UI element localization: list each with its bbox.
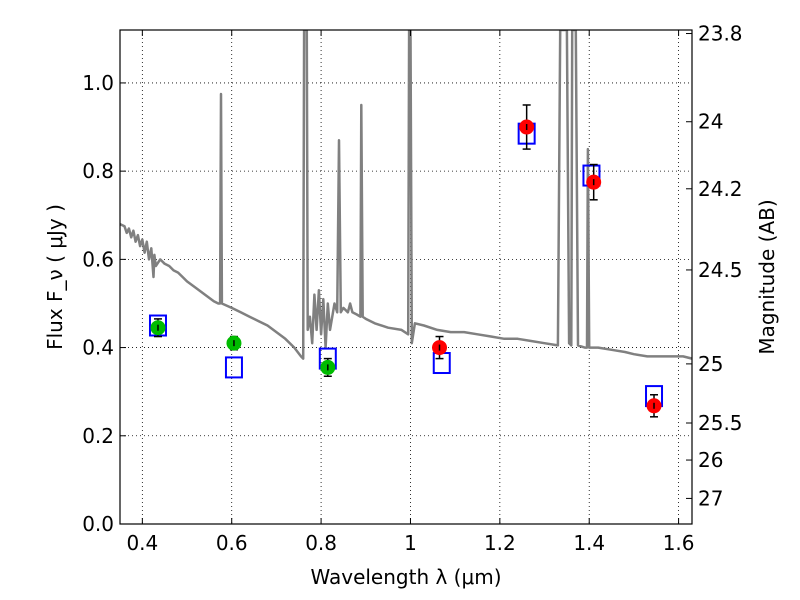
model-sed-layer	[120, 30, 692, 360]
y-tick-label: 0.2	[82, 424, 114, 448]
grid	[120, 30, 692, 524]
right-axis-label: Magnitude (AB)	[755, 199, 779, 354]
y-tick-label: 0.0	[82, 512, 114, 536]
x-axis-label: Wavelength λ (μm)	[310, 565, 501, 589]
right-tick-label: 24.5	[698, 258, 743, 282]
right-tick-label: 25.5	[698, 411, 743, 435]
x-tick-label: 0.6	[216, 531, 248, 555]
right-tick-label: 24.2	[698, 177, 743, 201]
x-tick-label: 1.4	[573, 531, 605, 555]
x-tick-label: 1	[404, 531, 417, 555]
right-tick-label: 27	[698, 486, 723, 510]
right-tick-label: 23.8	[698, 22, 743, 46]
model-sed-curve	[120, 30, 692, 360]
right-tick-label: 25	[698, 352, 723, 376]
x-tick-label: 0.8	[305, 531, 337, 555]
right-tick-label: 26	[698, 448, 723, 472]
y-tick-label: 0.6	[82, 247, 114, 271]
plot-frame	[119, 29, 693, 525]
ticks: 0.4 0.6 0.8 1 1.2 1.4 1.6 0.0 0.2 0.4 0.6 0.8 1.0 23.…	[82, 22, 742, 555]
model-photometry-point	[432, 352, 451, 375]
x-tick-label: 0.4	[126, 531, 158, 555]
x-tick-label: 1.2	[484, 531, 516, 555]
right-tick-label: 24	[698, 110, 723, 134]
y-axis-label: Flux F_ν ( μJy )	[43, 204, 67, 350]
model-photometry-point	[224, 356, 243, 379]
x-tick-label: 1.6	[663, 531, 695, 555]
markers-layer	[148, 104, 664, 418]
y-tick-label: 1.0	[82, 71, 114, 95]
y-tick-label: 0.8	[82, 159, 114, 183]
y-tick-label: 0.4	[82, 336, 114, 360]
